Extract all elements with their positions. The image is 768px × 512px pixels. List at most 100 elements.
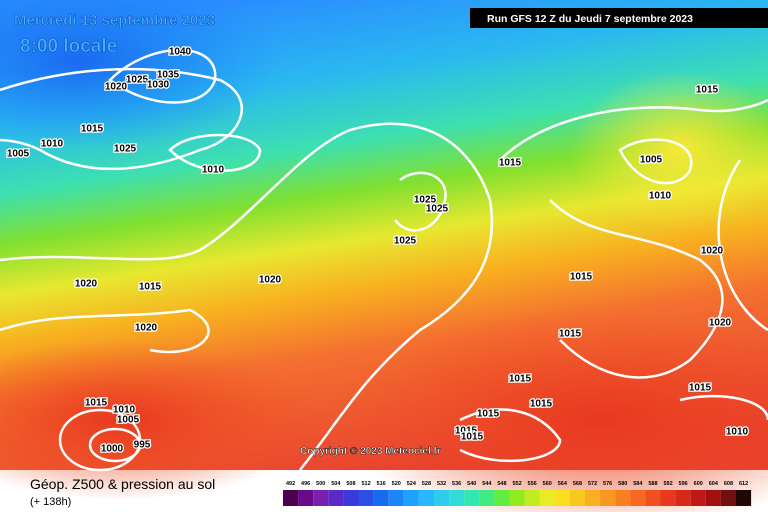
isobar-label: 1020 [709, 318, 732, 329]
scale-swatch [705, 490, 721, 506]
scale-swatch [660, 490, 676, 506]
legend-title: Géop. Z500 & pression au sol [30, 476, 215, 492]
scale-label: 500 [316, 481, 325, 487]
scale-label: 612 [739, 481, 748, 487]
lead-time: (+ 138h) [30, 496, 71, 508]
scale-label: 572 [588, 481, 597, 487]
scale-swatch [645, 490, 661, 506]
scale-swatch [524, 490, 540, 506]
scale-label: 556 [528, 481, 537, 487]
isobar-label: 1025 [114, 144, 137, 155]
scale-swatch [313, 490, 329, 506]
isobar-label: 1015 [477, 409, 500, 420]
isobar-label: 1015 [499, 158, 522, 169]
scale-swatch [736, 490, 752, 506]
scale-swatch [509, 490, 525, 506]
scale-label: 508 [346, 481, 355, 487]
isobar-label: 1015 [696, 85, 719, 96]
isobar-label: 1020 [259, 275, 282, 286]
isobar-label: 1005 [7, 149, 30, 160]
high-field [340, 310, 768, 512]
scale-label: 576 [603, 481, 612, 487]
scale-label: 564 [558, 481, 568, 487]
isobar-label: 1015 [455, 426, 478, 437]
scale-swatch [675, 490, 691, 506]
isobar-label: 1015 [461, 432, 484, 443]
isobar-label: 1010 [202, 165, 225, 176]
isobar-label: 1000 [101, 444, 124, 455]
scale-swatch [388, 490, 404, 506]
isobar-label: 1020 [75, 279, 98, 290]
scale-label: 492 [286, 481, 295, 487]
scale-label: 512 [361, 481, 370, 487]
isobar-label: 1005 [117, 415, 140, 426]
isobar-label: 1020 [701, 246, 724, 257]
scale-swatch [585, 490, 601, 506]
isobar-label: 1010 [726, 427, 749, 438]
scale-swatch [720, 490, 736, 506]
scale-label: 588 [648, 481, 657, 487]
scale-label: 596 [679, 481, 688, 487]
scale-swatch [434, 490, 450, 506]
scale-label: 540 [467, 481, 476, 487]
scale-swatch [373, 490, 389, 506]
isobar-labels: 1040 1035 1025 1030 1020 1015 1010 1005 1025 1010… [6, 45, 750, 456]
isobar-label: 1025 [414, 195, 437, 206]
scale-label: 496 [301, 481, 310, 487]
forecast-date: Mercredi 13 septembre 2023 [14, 12, 215, 29]
scale-label: 552 [512, 481, 521, 487]
copyright: Copyright © 2023 Meteociel.fr [300, 446, 441, 457]
isobar-label: 1015 [570, 272, 593, 283]
isobar-label: 995 [134, 440, 151, 451]
scale-swatch [328, 490, 344, 506]
scale-swatch [690, 490, 706, 506]
isobar-label: 1025 [394, 236, 417, 247]
scale-label: 604 [709, 481, 719, 487]
scale-label: 548 [497, 481, 506, 487]
scale-swatch [298, 490, 314, 506]
isobar-label: 1010 [649, 191, 672, 202]
scale-swatch [343, 490, 359, 506]
isobar-label: 1040 [169, 47, 192, 58]
scale-label: 504 [331, 481, 341, 487]
scale-label: 560 [543, 481, 552, 487]
isobar-label: 1020 [135, 323, 158, 334]
high-field [0, 340, 320, 500]
isobar-label: 1015 [689, 383, 712, 394]
scale-swatch [464, 490, 480, 506]
isobar-label: 1035 [157, 70, 180, 81]
scale-swatch [615, 490, 631, 506]
scale-swatch [479, 490, 495, 506]
isobar-label: 1020 [105, 82, 128, 93]
scale-swatch [418, 490, 434, 506]
isobar-label: 1015 [139, 282, 162, 293]
scale-label: 580 [618, 481, 627, 487]
scale-swatch [569, 490, 585, 506]
isobar-label: 1015 [559, 329, 582, 340]
color-scale: 492 496 500 504 508 512 516 520 524 528 532 536 540 5… [283, 481, 752, 506]
isobar-label: 1015 [530, 399, 553, 410]
isobar-label: 1015 [85, 398, 108, 409]
low-field [0, 0, 280, 150]
scale-swatch [283, 490, 299, 506]
scale-label: 592 [663, 481, 672, 487]
scale-label: 520 [392, 481, 401, 487]
scale-label: 600 [694, 481, 703, 487]
isobar-label: 1025 [426, 204, 449, 215]
scale-swatch [554, 490, 570, 506]
isobars [0, 48, 768, 472]
isobar-label: 1005 [640, 155, 663, 166]
isobar-label: 1030 [147, 80, 170, 91]
scale-swatch [600, 490, 616, 506]
scale-label: 584 [633, 481, 643, 487]
forecast-time: 8:00 locale [20, 36, 117, 57]
scale-label: 608 [724, 481, 733, 487]
isobar-label: 1015 [509, 374, 532, 385]
scale-label: 544 [482, 481, 492, 487]
run-bar [470, 8, 768, 28]
run-info: Run GFS 12 Z du Jeudi 7 septembre 2023 [487, 13, 693, 25]
scale-label: 516 [377, 481, 386, 487]
scale-label: 536 [452, 481, 461, 487]
